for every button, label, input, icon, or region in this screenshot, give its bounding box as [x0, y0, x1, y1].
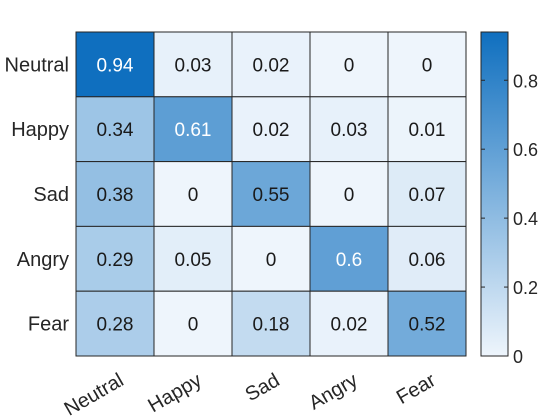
- heatmap-cell: [231, 225, 311, 292]
- heatmap-cell: [231, 290, 311, 357]
- heatmap-cell: [153, 225, 233, 292]
- colorbar-tick-label: 0.2: [513, 278, 538, 298]
- cell-value-label: 0.01: [409, 120, 446, 141]
- heatmap-cell: [309, 225, 389, 292]
- cell-value-label: 0.6: [336, 250, 362, 271]
- cell-value-label: 0.05: [175, 250, 212, 271]
- y-tick-label: Happy: [11, 119, 69, 141]
- cell-value-label: 0: [266, 250, 277, 271]
- cell-value-label: 0.02: [253, 55, 290, 76]
- heatmap-cell: [75, 225, 155, 292]
- heatmap-cell: [153, 161, 233, 227]
- colorbar-tick-label: 0.8: [513, 71, 538, 91]
- x-tick-label: Neutral: [61, 369, 128, 420]
- heatmap-cell: [387, 161, 467, 227]
- y-tick-label: Fear: [28, 314, 69, 336]
- heatmap-cell: [75, 96, 155, 163]
- x-tick-label: Sad: [242, 369, 284, 406]
- colorbar: 0 0.2 0.4 0.6 0.8: [480, 31, 538, 367]
- cell-value-label: 0: [422, 55, 433, 76]
- cell-value-label: 0.55: [253, 185, 290, 206]
- cell-value-label: 0: [344, 185, 355, 206]
- x-tick-label: Angry: [305, 369, 361, 414]
- y-tick-label: Neutral: [5, 54, 69, 76]
- colorbar-tick-label: 0.6: [513, 140, 538, 160]
- cell-value-label: 0.29: [97, 250, 134, 271]
- heatmap-cell: [231, 96, 311, 163]
- x-tick-label: Fear: [393, 369, 440, 409]
- y-tick-label: Angry: [17, 249, 69, 271]
- heatmap-cells: [75, 31, 467, 357]
- cell-value-label: 0.02: [331, 315, 368, 336]
- y-axis-tick-labels: Neutral Happy Sad Angry Fear: [5, 54, 70, 335]
- cell-value-label: 0.52: [409, 315, 446, 336]
- colorbar-tick-label: 0: [513, 347, 523, 367]
- cell-value-label: 0.03: [175, 55, 212, 76]
- heatmap-cell: [387, 290, 467, 357]
- heatmap-cell: [231, 31, 311, 98]
- heatmap-cell: [387, 225, 467, 292]
- cell-value-label: 0.07: [409, 185, 446, 206]
- heatmap-cell: [309, 161, 389, 227]
- heatmap-cell: [75, 31, 155, 98]
- cell-value-label: 0.03: [331, 120, 368, 141]
- cell-value-label: 0.38: [97, 185, 134, 206]
- colorbar-ticks: 0 0.2 0.4 0.6 0.8: [481, 71, 538, 367]
- cell-value-label: 0: [188, 185, 199, 206]
- heatmap-cell: [153, 290, 233, 357]
- heatmap-cell: [309, 31, 389, 98]
- cell-value-label: 0.18: [253, 315, 290, 336]
- heatmap-cell: [75, 290, 155, 357]
- cell-value-label: 0.28: [97, 315, 134, 336]
- cell-value-label: 0.34: [97, 120, 134, 141]
- x-axis-tick-labels: Neutral Happy Sad Angry Fear: [61, 369, 440, 420]
- cell-value-label: 0: [344, 55, 355, 76]
- colorbar-gradient: [480, 31, 509, 357]
- cell-value-label: 0.02: [253, 120, 290, 141]
- colorbar-tick-label: 0.4: [513, 209, 538, 229]
- cell-value-label: 0.61: [175, 120, 212, 141]
- cell-value-label: 0.06: [409, 250, 446, 271]
- cell-value-label: 0: [188, 315, 199, 336]
- y-tick-label: Sad: [33, 184, 69, 206]
- heatmap-cell: [153, 31, 233, 98]
- heatmap-cell-labels: 0.94 0.03 0.02 0 0 0.34 0.61 0.02 0.03 0.01 0.38 0 0…: [97, 55, 446, 335]
- cell-value-label: 0.94: [97, 55, 134, 76]
- x-tick-label: Happy: [144, 369, 205, 417]
- heatmap-cell: [387, 96, 467, 163]
